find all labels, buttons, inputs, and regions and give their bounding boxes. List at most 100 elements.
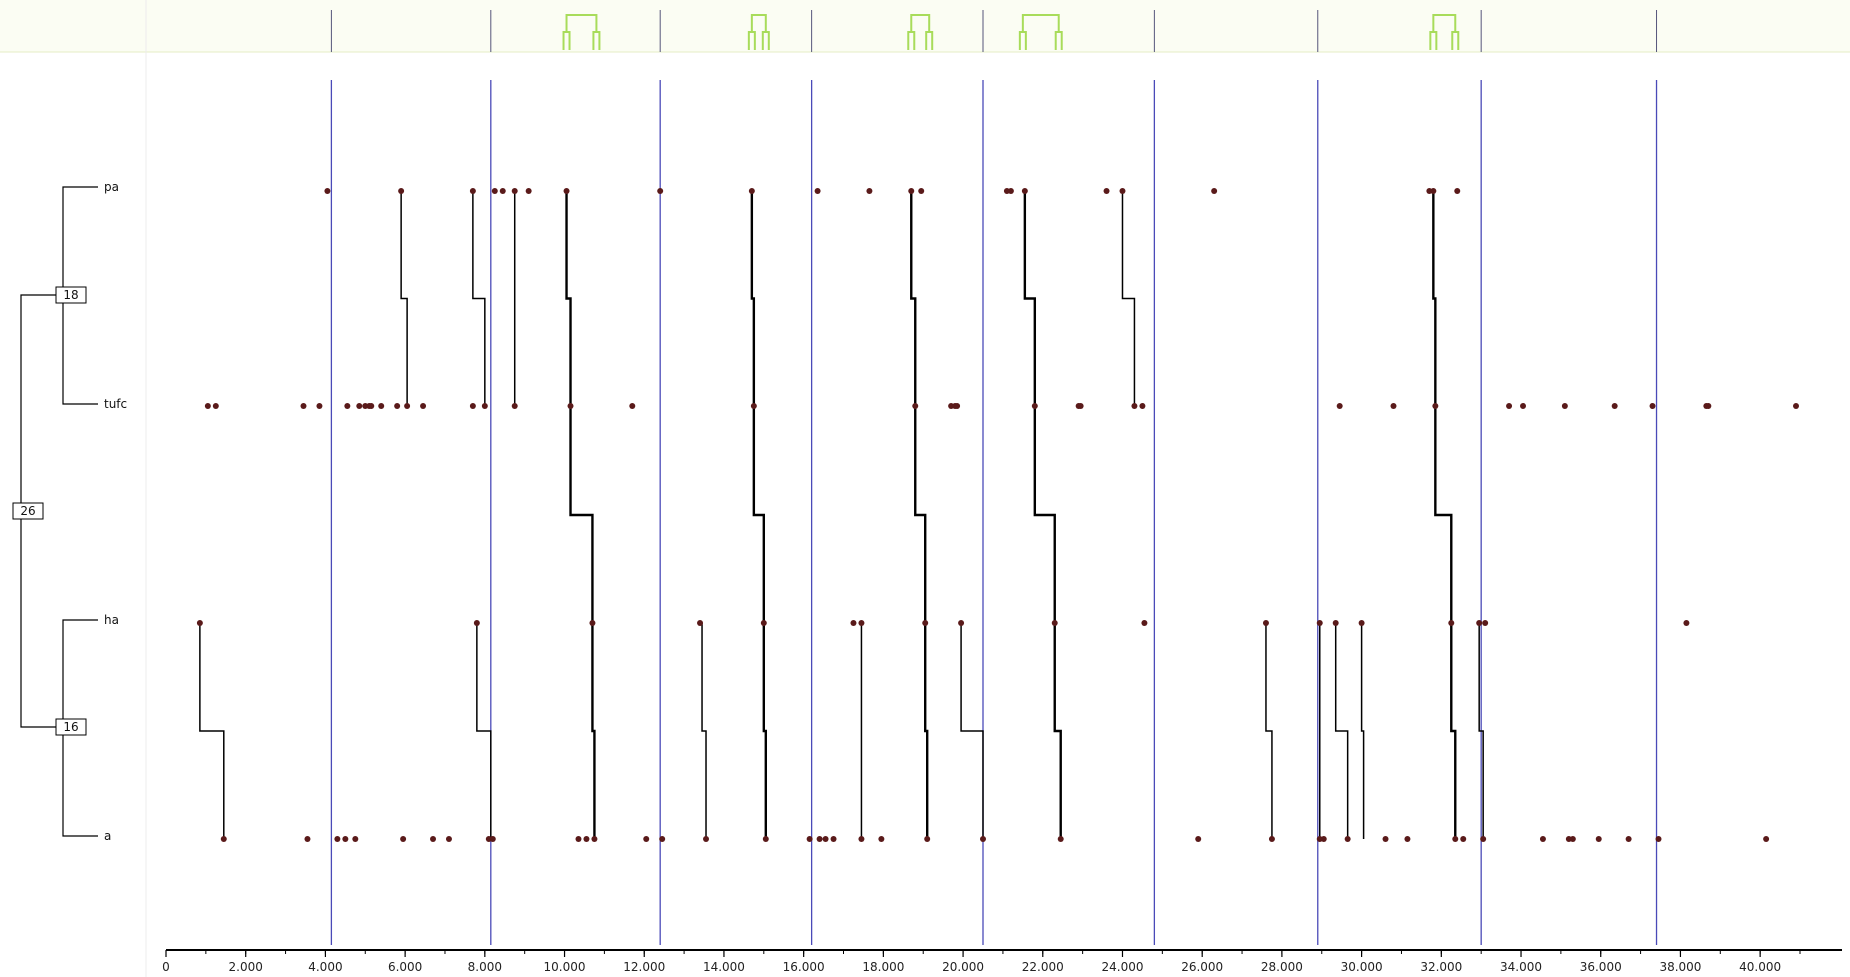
- point-tufc-37: [1705, 403, 1712, 409]
- point-a-34: [1460, 836, 1467, 842]
- top-brackets: [562, 14, 1460, 50]
- point-tufc-0: [204, 403, 211, 409]
- point-a-39: [1595, 836, 1602, 842]
- x-tick-label-12: 24.000: [1101, 960, 1143, 974]
- point-ha-6: [858, 620, 865, 626]
- point-a-12: [591, 836, 598, 842]
- point-pa-8: [657, 188, 664, 194]
- point-a-13: [643, 836, 650, 842]
- connection-14: [1265, 623, 1273, 839]
- point-tufc-2: [300, 403, 307, 409]
- point-ha-8: [958, 620, 965, 626]
- point-tufc-27: [1139, 403, 1146, 409]
- point-a-27: [1268, 836, 1275, 842]
- point-a-9: [489, 836, 496, 842]
- point-a-26: [1195, 836, 1202, 842]
- point-tufc-4: [344, 403, 351, 409]
- x-tick-label-5: 10.000: [544, 960, 586, 974]
- point-a-10: [575, 836, 582, 842]
- point-tufc-29: [1390, 403, 1397, 409]
- point-tufc-3: [316, 403, 323, 409]
- point-a-24: [980, 836, 986, 842]
- x-tick-label-6: 12.000: [623, 960, 665, 974]
- point-pa-19: [1211, 188, 1218, 194]
- point-a-42: [1763, 836, 1770, 842]
- point-a-6: [430, 836, 437, 842]
- point-ha-11: [1262, 620, 1269, 626]
- point-a-41: [1655, 836, 1662, 842]
- point-pa-15: [1007, 188, 1014, 194]
- point-a-22: [878, 836, 885, 842]
- point-tufc-1: [212, 403, 219, 409]
- x-tick-label-10: 20.000: [942, 960, 984, 974]
- point-tufc-8: [368, 403, 375, 409]
- point-tufc-14: [481, 403, 488, 409]
- point-pa-0: [324, 188, 331, 194]
- point-ha-3: [697, 620, 704, 626]
- x-tick-label-18: 36.000: [1580, 960, 1622, 974]
- point-pa-2: [469, 188, 476, 194]
- point-ha-1: [473, 620, 480, 626]
- point-tufc-23: [1031, 403, 1038, 409]
- x-tick-label-16: 32.000: [1420, 960, 1462, 974]
- segment-lines: [330, 10, 1658, 945]
- point-pa-1: [398, 188, 405, 194]
- top-band: [0, 0, 1850, 52]
- point-a-7: [445, 836, 452, 842]
- leaf-label-pa: pa: [104, 180, 119, 194]
- point-pa-10: [814, 188, 821, 194]
- point-tufc-33: [1561, 403, 1568, 409]
- point-ha-9: [1051, 620, 1058, 626]
- point-a-2: [334, 836, 341, 842]
- connection-4: [750, 191, 767, 839]
- point-tufc-9: [378, 403, 385, 409]
- point-ha-16: [1476, 620, 1483, 626]
- top-bracket-1: [747, 14, 770, 50]
- point-pa-13: [918, 188, 925, 194]
- point-a-29: [1320, 836, 1327, 842]
- point-ha-17: [1482, 620, 1489, 626]
- point-pa-18: [1119, 188, 1126, 194]
- point-a-36: [1539, 836, 1546, 842]
- point-a-1: [304, 836, 311, 842]
- point-pa-12: [908, 188, 915, 194]
- top-bracket-3: [1018, 14, 1063, 50]
- point-ha-5: [850, 620, 857, 626]
- point-a-32: [1404, 836, 1411, 842]
- x-tick-label-0: 0: [162, 960, 170, 974]
- point-a-15: [703, 836, 710, 842]
- point-ha-18: [1683, 620, 1690, 626]
- top-bracket-2: [907, 14, 934, 50]
- x-tick-label-17: 34.000: [1500, 960, 1542, 974]
- point-pa-5: [511, 188, 518, 194]
- point-a-38: [1569, 836, 1576, 842]
- point-ha-13: [1332, 620, 1339, 626]
- point-a-0: [220, 836, 227, 842]
- cluster-node-label-26: 26: [20, 504, 35, 518]
- point-a-4: [352, 836, 359, 842]
- connection-lines: [199, 191, 1484, 839]
- point-pa-4: [499, 188, 506, 194]
- point-ha-7: [922, 620, 929, 626]
- x-tick-label-14: 28.000: [1261, 960, 1303, 974]
- point-tufc-10: [394, 403, 401, 409]
- point-tufc-17: [629, 403, 636, 409]
- connection-7: [1121, 191, 1136, 406]
- point-ha-4: [760, 620, 767, 626]
- point-tufc-19: [912, 403, 919, 409]
- cluster-node-box-26: [12, 502, 44, 520]
- point-tufc-38: [1793, 403, 1800, 409]
- point-pa-7: [563, 188, 570, 194]
- point-a-35: [1480, 836, 1487, 842]
- point-tufc-13: [469, 403, 476, 409]
- cluster-node-box-18: [55, 286, 87, 304]
- connection-0: [400, 191, 408, 406]
- point-tufc-11: [404, 403, 411, 409]
- connection-9: [199, 623, 225, 839]
- point-pa-3: [491, 188, 498, 194]
- point-tufc-34: [1611, 403, 1618, 409]
- connection-17: [1360, 623, 1365, 839]
- leaf-label-ha: ha: [104, 613, 119, 627]
- point-tufc-18: [750, 403, 757, 409]
